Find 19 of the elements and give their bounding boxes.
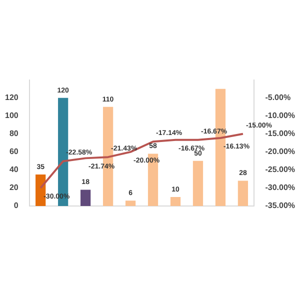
y2-tick-label: -15.00% xyxy=(265,129,295,138)
bar xyxy=(192,160,204,206)
bar xyxy=(125,200,136,206)
bar xyxy=(80,190,91,206)
y-tick-label: 0 xyxy=(14,201,19,210)
y2-tick-label: -35.00% xyxy=(265,201,295,210)
y-tick-label: 100 xyxy=(4,111,19,120)
y2-tick-label: -5.00% xyxy=(265,93,291,102)
bar xyxy=(238,180,248,206)
y-tick-label: 60 xyxy=(9,147,19,156)
y2-tick-label: -20.00% xyxy=(265,147,295,156)
y-tick-label: 80 xyxy=(9,129,19,138)
y2-tick-label: -30.00% xyxy=(265,183,295,192)
y2-tick-label: -10.00% xyxy=(265,111,295,120)
y-tick-label: 20 xyxy=(9,183,19,192)
y2-tick-label: -25.00% xyxy=(265,165,295,174)
y-tick-label: 120 xyxy=(4,93,19,102)
y-tick-label: 40 xyxy=(9,165,19,174)
bar xyxy=(170,196,181,206)
